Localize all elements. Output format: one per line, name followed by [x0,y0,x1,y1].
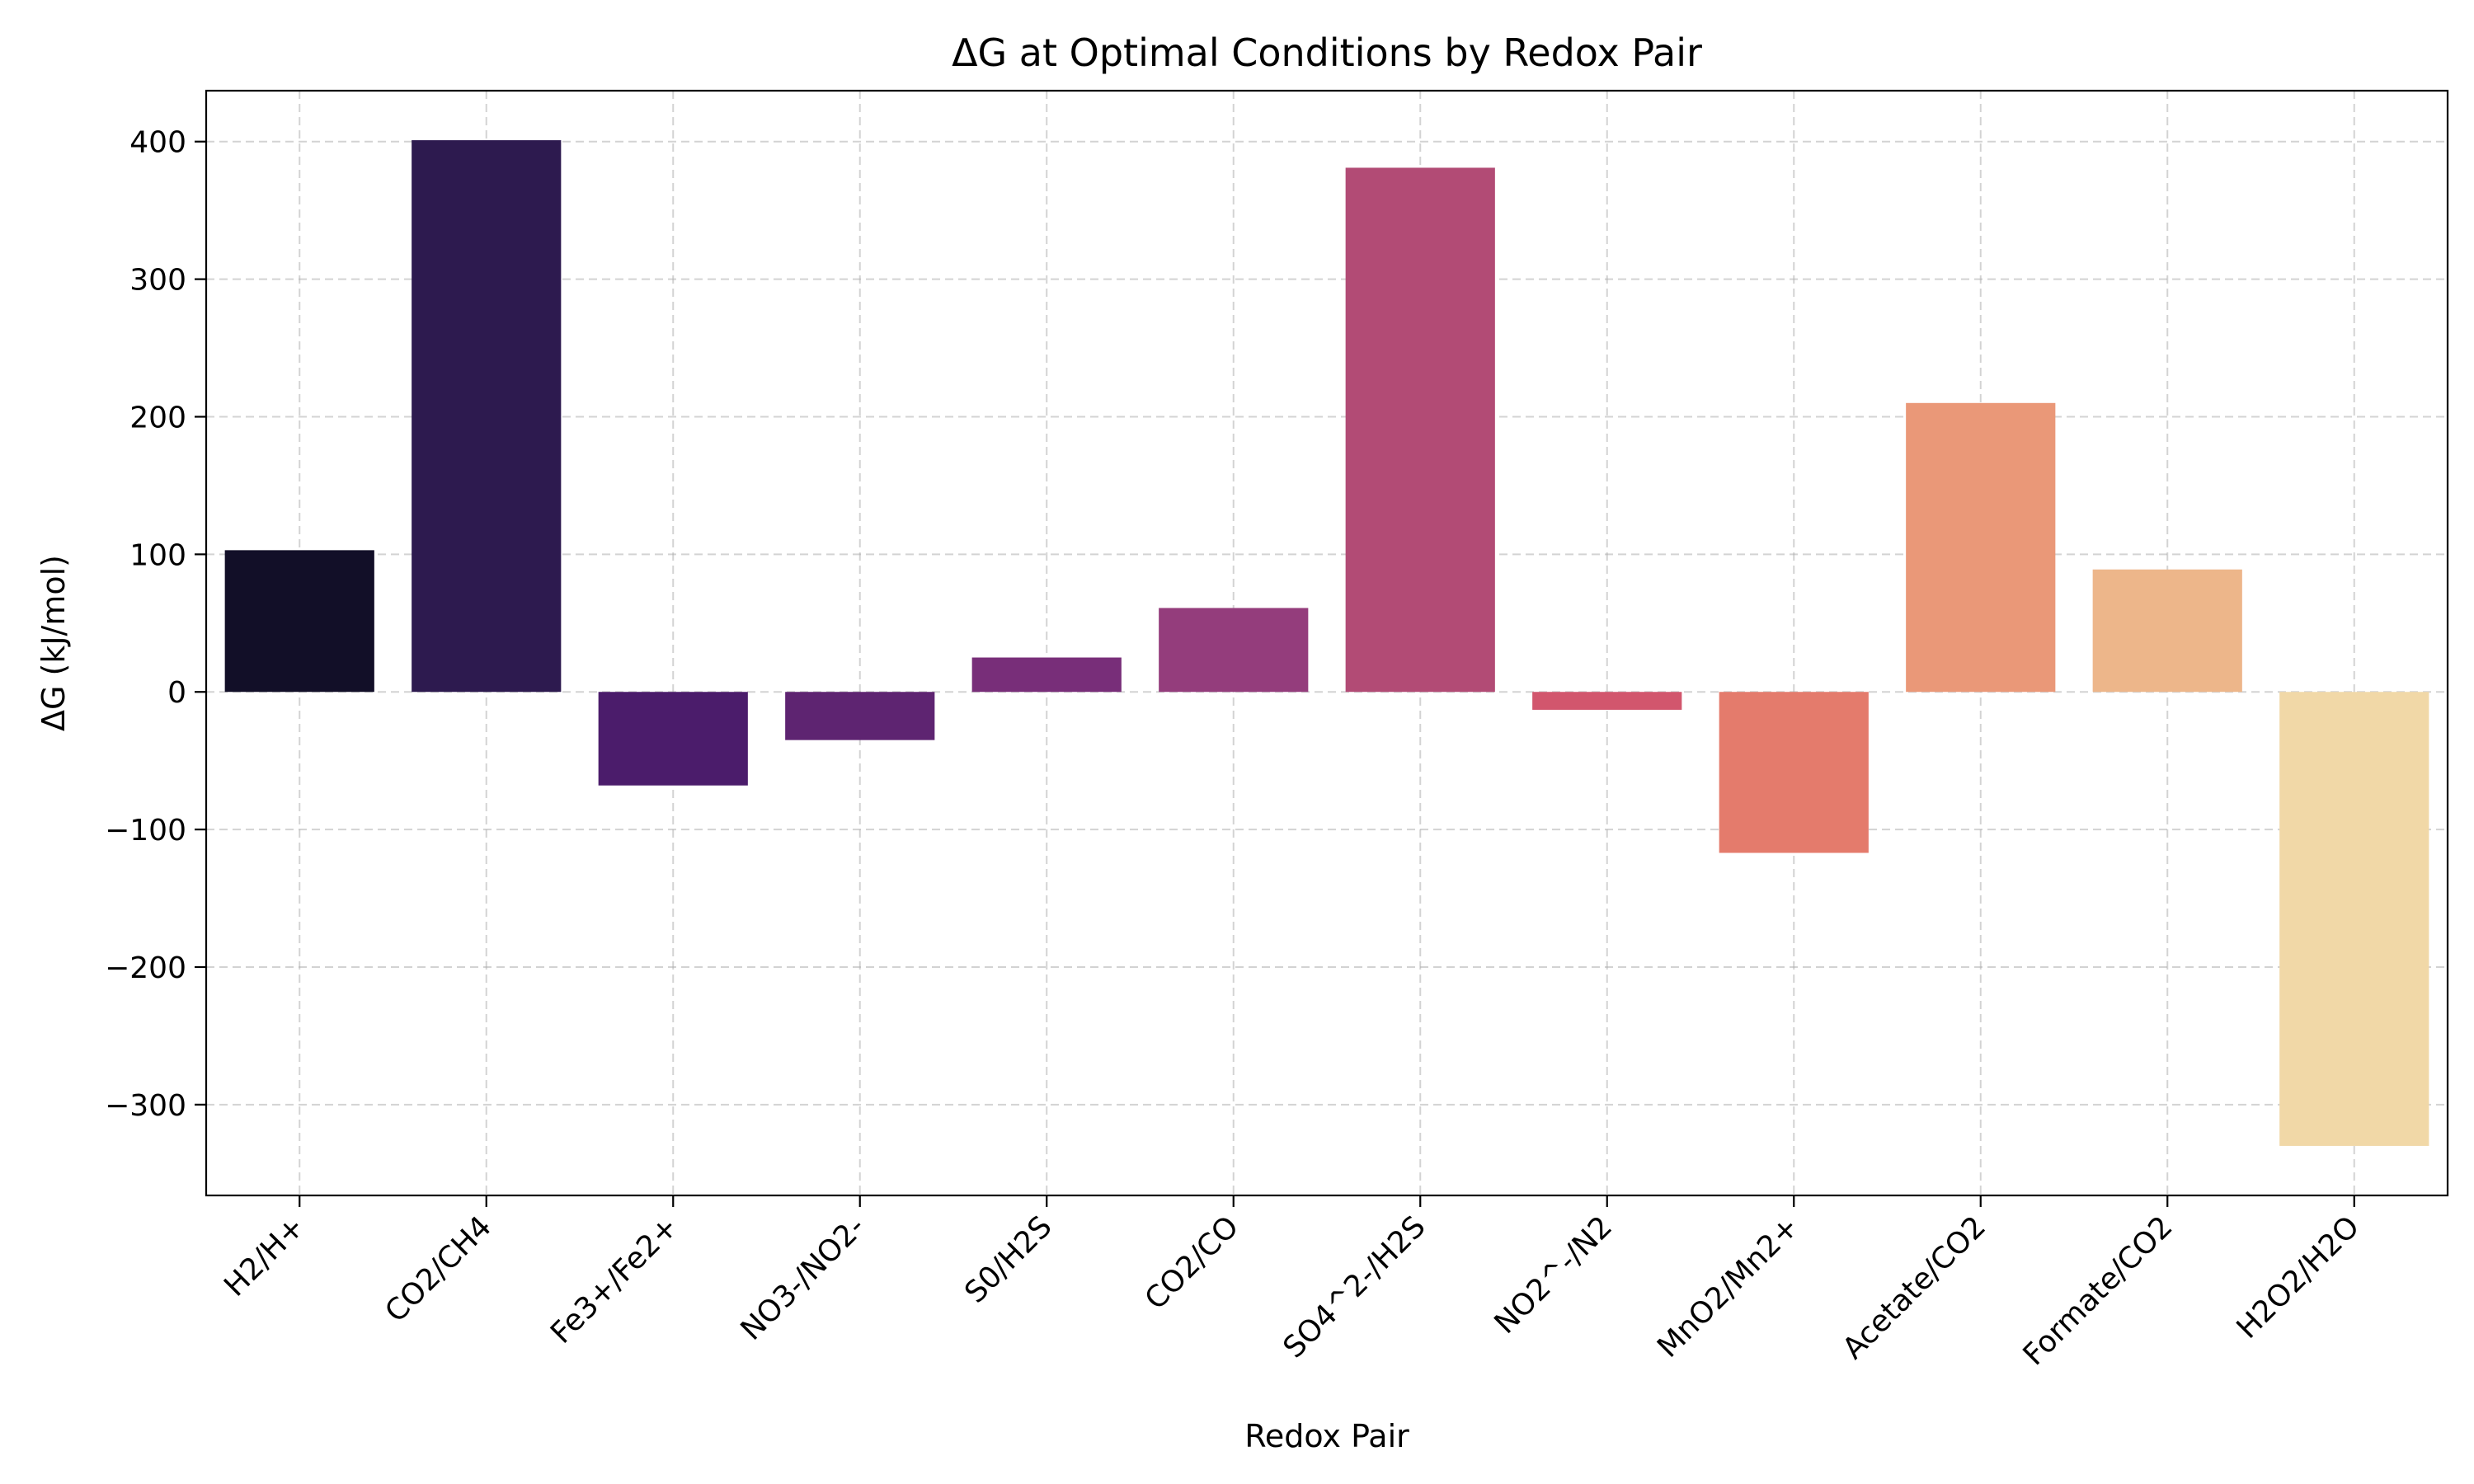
x-tick-label: CO2/CO [1139,1209,1245,1316]
x-tick-label: Formate/CO2 [2017,1209,2180,1372]
bar-fe3-fe2- [598,692,748,786]
x-tick-label: NO3-/NO2- [735,1209,872,1346]
bar-no2-n2 [1532,692,1682,710]
y-tick-label: 200 [129,401,186,434]
x-tick-label: H2/H+ [218,1209,311,1303]
bar-co2-ch4 [412,140,562,693]
y-tick-label: 300 [129,264,186,298]
bar-mno2-mn2- [1719,692,1869,853]
y-tick-label: 100 [129,538,186,572]
x-tick-label: H2O2/H2O [2231,1209,2367,1345]
bar-no3-no2- [785,692,935,740]
bar-formate-co2 [2092,569,2242,693]
grid [206,91,2448,1195]
bar-acetate-co2 [1906,402,2056,693]
x-tick-label: NO2^-/N2 [1489,1209,1620,1341]
x-tick-label: Acetate/CO2 [1837,1209,1992,1365]
y-axis-label: ΔG (kJ/mol) [35,555,72,731]
x-tick-label: MnO2/Mn2+ [1651,1209,1806,1364]
y-tick-label: −100 [105,814,186,848]
bar-s0-h2s [971,657,1122,693]
bar-h2-h- [224,550,374,693]
x-axis-label: Redox Pair [1244,1418,1409,1454]
x-tick-label: CO2/CH4 [379,1209,498,1329]
y-tick-label: 0 [167,676,186,710]
plot-frame [205,89,2449,1197]
x-tick-label: S0/H2S [958,1209,1058,1309]
y-tick-label: 400 [129,126,186,160]
chart-title: ΔG at Optimal Conditions by Redox Pair [952,31,1702,75]
y-tick-label: −300 [105,1089,186,1123]
bar-h2o2-h2o [2279,692,2429,1146]
x-tick-label: Fe3+/Fe2+ [544,1209,684,1350]
y-tick-label: −200 [105,951,186,985]
bar-so4-2-h2s [1345,167,1495,693]
bars [224,140,2429,1146]
bar-co2-co [1159,608,1309,693]
x-tick-label: SO4^2-/H2S [1277,1209,1432,1364]
